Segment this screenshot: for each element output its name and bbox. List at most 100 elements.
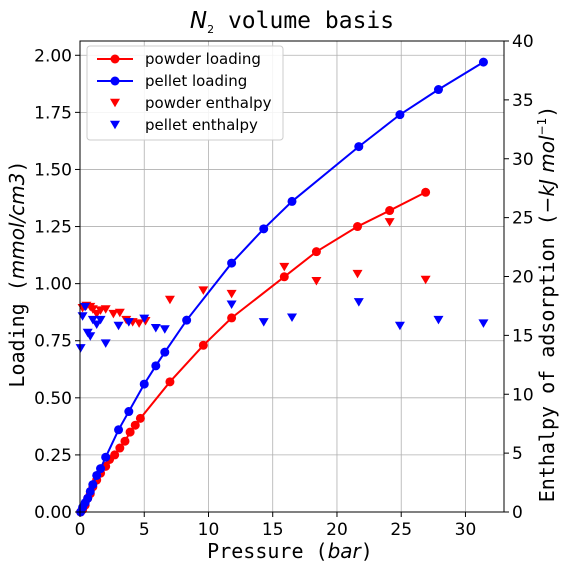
data-point-powder-enthalpy [279,262,290,272]
legend-label: powder enthalpy [145,94,272,112]
data-point-pellet-enthalpy [353,298,364,307]
data-point-powder-enthalpy [100,305,111,314]
y-axis-label-close: ) [5,160,29,172]
legend-label: pellet enthalpy [145,116,258,134]
data-point-pellet-loading [227,258,237,268]
y2-tick-label: 10 [512,385,534,405]
data-point-pellet-loading [101,452,111,462]
data-point-pellet-enthalpy [113,321,124,331]
data-point-pellet-enthalpy [80,302,91,312]
series-powder-enthalpy [77,218,431,328]
data-point-pellet-loading [83,493,93,503]
data-point-powder-enthalpy [87,305,98,314]
grid [79,41,504,513]
x-axis-label-unit: bar [328,539,363,563]
x-tick-label: 20 [326,520,348,540]
y2-tick-label: 5 [512,444,523,464]
data-point-pellet-loading [259,224,269,234]
legend-item-pellet-loading: pellet loading [97,72,247,90]
chart-title-subscript: 2 [207,23,214,36]
legend: powder loading pellet loading powder entha… [86,45,284,141]
y-tick-label: 1.50 [34,160,72,180]
y-axis-label: Loading (mmol/cm3) [5,160,29,387]
data-point-powder-loading [115,443,125,453]
data-point-pellet-enthalpy [91,320,102,330]
legend-item-pellet-enthalpy: pellet enthalpy [110,116,258,134]
series-layer [75,57,489,517]
legend-item-powder-loading: powder loading [97,50,261,68]
legend-swatch-marker [110,76,120,86]
data-point-powder-enthalpy [352,269,363,279]
data-point-pellet-enthalpy [258,318,269,327]
data-point-pellet-loading [92,470,102,480]
data-point-pellet-loading [96,464,106,474]
data-point-pellet-loading [433,85,443,95]
y-tick-label: 0.25 [34,446,72,466]
y2-tick-label: 25 [512,209,534,229]
data-point-pellet-loading [88,480,98,490]
y2-axis-label-close: ) [535,106,559,118]
data-point-powder-loading [385,206,395,216]
data-point-powder-enthalpy [384,218,395,227]
data-point-pellet-loading [151,361,161,371]
data-point-pellet-enthalpy [139,314,150,324]
y2-tick-label: 20 [512,268,534,288]
data-point-pellet-loading [395,110,405,120]
x-tick-label: 0 [75,520,86,540]
x-tick-label: 10 [198,520,220,540]
legend-item-powder-enthalpy: powder enthalpy [110,94,272,112]
data-point-powder-loading [110,450,120,460]
legend-swatch-marker [110,98,120,108]
chart-title-rest: volume basis [214,8,394,34]
data-point-pellet-enthalpy [394,321,405,331]
legend-swatch-marker [110,54,120,64]
data-point-pellet-loading [114,425,124,435]
series-pellet-enthalpy [75,298,489,353]
x-tick-label: 25 [390,520,412,540]
chart-title: N2 volume basis [190,8,394,36]
y-axis-label-text: Loading ( [5,279,29,387]
data-point-pellet-enthalpy [75,344,86,353]
y-tick-label: 0.75 [34,332,72,352]
data-point-pellet-enthalpy [123,318,134,327]
data-point-powder-enthalpy [198,286,209,295]
data-point-powder-enthalpy [311,276,322,286]
data-point-pellet-loading [124,407,134,417]
data-point-pellet-loading [287,196,297,206]
data-point-pellet-loading [139,379,149,389]
x-axis-label-close: ) [361,539,373,563]
data-point-powder-loading [125,427,135,437]
y2-tick-label: 15 [512,326,534,346]
data-point-powder-loading [421,187,431,197]
y2-axis-label-superscript: −1 [535,118,549,136]
ticks: 0 5 10 15 20 25 30 0.00 0.25 0.50 0.75 1.00 1.25 1.50… [34,32,534,540]
data-point-pellet-enthalpy [85,332,96,341]
x-axis-label-text: Pressure ( [207,539,327,563]
y-tick-label: 0.50 [34,389,72,409]
data-point-pellet-enthalpy [287,313,297,322]
data-point-powder-loading [120,436,130,446]
data-point-pellet-enthalpy [100,339,111,348]
data-point-powder-loading [311,247,321,257]
data-point-powder-enthalpy [108,309,119,319]
y2-tick-label: 40 [512,32,534,52]
data-point-pellet-enthalpy [77,312,88,321]
y2-axis-label-unit: −kJ mol [535,135,559,213]
data-point-powder-loading [130,420,140,430]
data-point-pellet-enthalpy [478,319,489,328]
legend-box [86,45,284,141]
y-tick-label: 2.00 [34,46,72,66]
chart-title-main: N [190,8,207,34]
data-point-powder-enthalpy [164,295,175,305]
data-point-powder-loading [198,340,208,350]
legend-label: pellet loading [145,72,247,90]
data-point-pellet-enthalpy [159,325,170,334]
data-point-powder-enthalpy [114,308,125,318]
data-point-pellet-loading [160,347,170,357]
data-point-powder-loading [135,413,145,423]
legend-label: powder loading [145,50,261,68]
x-axis-label: Pressure (bar) [207,539,373,563]
data-point-powder-loading [227,313,237,323]
y-tick-label: 0.00 [34,503,72,523]
